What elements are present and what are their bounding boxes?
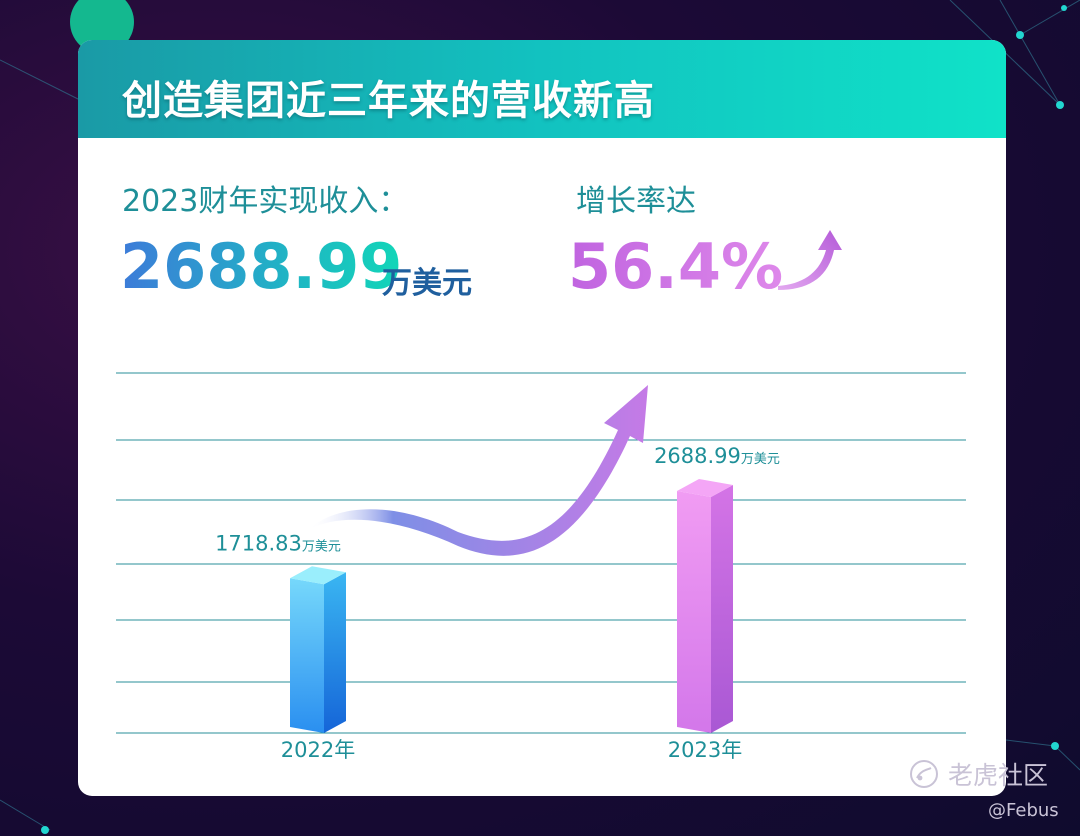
growth-value: 56.4% xyxy=(568,230,784,303)
bar-front-face xyxy=(677,490,711,733)
bar-side-face xyxy=(324,572,346,733)
bar-2022年 xyxy=(290,566,346,733)
chart-gridlines xyxy=(116,372,966,734)
revenue-unit: 万美元 xyxy=(382,266,472,301)
growth-arrow-icon xyxy=(778,230,842,290)
bar-side-face xyxy=(711,484,733,733)
bar-top-face xyxy=(677,478,733,497)
revenue-value: 2688.99 xyxy=(120,230,403,303)
revenue-card: 创造集团近三年来的营收新高 2023财年实现收入： 2688.99 万美元 增长… xyxy=(78,40,1006,796)
bar-2023年 xyxy=(677,478,733,733)
card-header: 创造集团近三年来的营收新高 xyxy=(78,40,1006,138)
page-title: 创造集团近三年来的营收新高 xyxy=(122,78,655,124)
revenue-label: 2023财年实现收入： xyxy=(122,184,409,219)
revenue-bar-chart: 1718.83万美元 2022年 2688.99万美元 2023年 xyxy=(116,372,966,762)
watermark-brand: 老虎社区 xyxy=(948,761,1049,790)
x-tick-label: 2022年 xyxy=(281,738,355,762)
bar-value-label: 2688.99万美元 xyxy=(654,444,780,468)
growth-label: 增长率达 xyxy=(576,184,696,219)
watermark-user: @Febus xyxy=(988,800,1059,821)
bar-value-label: 1718.83万美元 xyxy=(215,531,341,555)
bar-front-face xyxy=(290,578,324,733)
tiger-logo-icon xyxy=(910,760,938,788)
bar-top-face xyxy=(290,566,346,585)
x-tick-label: 2023年 xyxy=(668,738,742,762)
trend-arrow xyxy=(308,385,648,556)
